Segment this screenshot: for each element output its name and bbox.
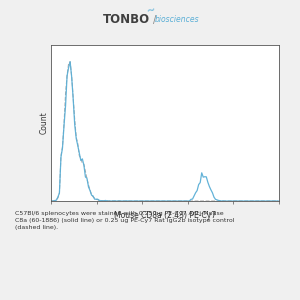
Text: TONBO: TONBO [103, 13, 150, 26]
X-axis label: Mouse CD8a (2.43) PE-Cy7: Mouse CD8a (2.43) PE-Cy7 [114, 212, 216, 220]
Y-axis label: Count: Count [39, 112, 48, 134]
Text: /: / [153, 14, 156, 25]
Text: C57Bl/6 splenocytes were stained with 0.25 ug PE-Cy7 Anti-Mouse
C8a (60-1886) (s: C57Bl/6 splenocytes were stained with 0.… [15, 212, 235, 230]
Text: biosciences: biosciences [154, 15, 199, 24]
Text: ~: ~ [146, 4, 157, 16]
